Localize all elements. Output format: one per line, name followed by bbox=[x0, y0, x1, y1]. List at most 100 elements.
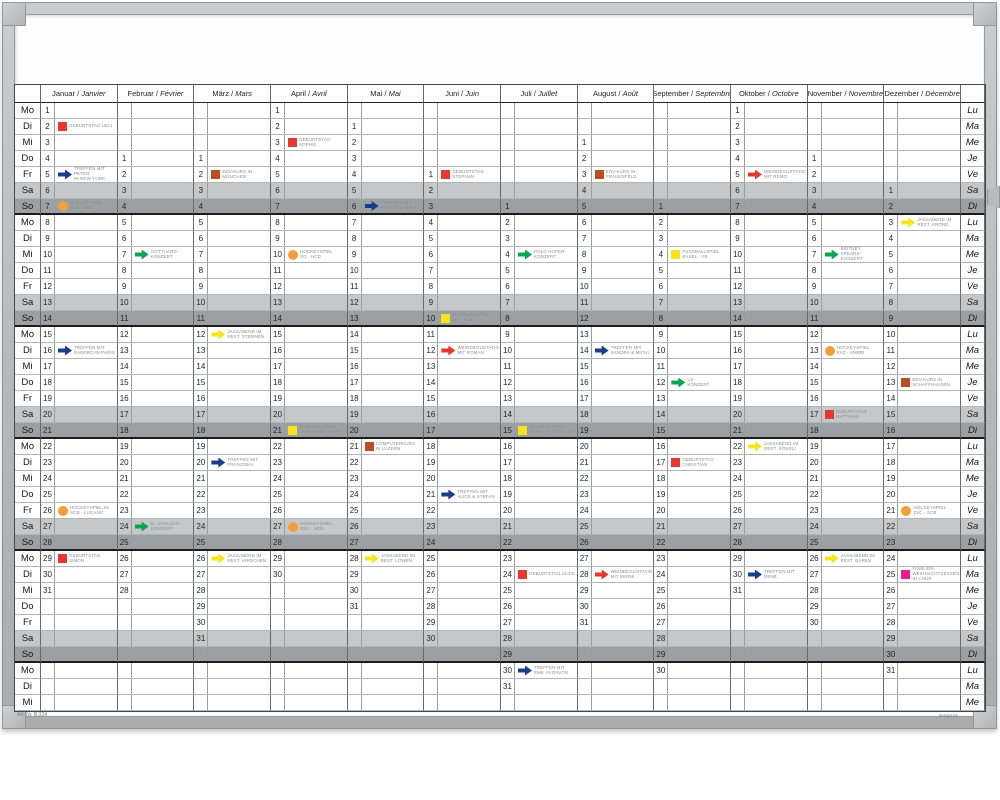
event-area: TREFFEN MIT ROGER & HEIDI bbox=[362, 199, 424, 213]
day-cell: 15 bbox=[884, 407, 961, 423]
day-cell bbox=[270, 631, 348, 647]
event-area bbox=[55, 519, 117, 534]
date-number bbox=[271, 679, 285, 694]
event-area bbox=[515, 295, 577, 310]
date-number: 5 bbox=[731, 167, 745, 182]
event-area bbox=[822, 455, 884, 470]
event-area bbox=[822, 519, 884, 534]
event-area: M. JACKSON- KONZERT bbox=[132, 519, 194, 534]
event-area bbox=[515, 487, 577, 502]
day-cell bbox=[194, 695, 271, 711]
date-number bbox=[118, 679, 132, 694]
day-cell: 7 bbox=[194, 247, 271, 263]
date-number: 18 bbox=[348, 391, 362, 406]
event-area: EDV-KURS IN FRAUENFELD bbox=[592, 167, 654, 182]
date-number: 18 bbox=[578, 407, 592, 422]
event-area bbox=[438, 359, 500, 374]
day-cell bbox=[730, 663, 808, 679]
day-cell: 26 bbox=[654, 599, 731, 615]
date-number: 3 bbox=[194, 183, 209, 198]
day-cell bbox=[194, 663, 271, 679]
event-area bbox=[55, 599, 117, 614]
day-cell: 26 bbox=[577, 535, 655, 551]
event-area bbox=[822, 327, 884, 342]
day-cell bbox=[347, 103, 425, 119]
date-number: 4 bbox=[271, 151, 285, 166]
date-number: 11 bbox=[348, 279, 362, 294]
event-area bbox=[592, 599, 654, 614]
day-cell: 11 bbox=[424, 327, 501, 343]
date-number: 15 bbox=[731, 327, 745, 342]
day-cell: 2 EDV-KURS IN MÜNCHEN bbox=[194, 167, 271, 183]
date-number bbox=[118, 103, 132, 118]
day-label-fr: Sa bbox=[960, 631, 985, 647]
date-number bbox=[501, 695, 515, 710]
day-cell: 7 bbox=[500, 295, 578, 311]
event-area: HOCKEYSPIEL ZSC - HCD bbox=[285, 519, 347, 534]
event-area bbox=[132, 535, 194, 549]
date-number: 19 bbox=[654, 487, 669, 502]
date-number: 14 bbox=[41, 311, 55, 325]
date-number: 18 bbox=[118, 423, 132, 437]
event-area bbox=[208, 247, 270, 262]
month-header: März / Mars bbox=[194, 85, 271, 103]
event-area bbox=[208, 263, 270, 278]
event-area bbox=[745, 103, 807, 118]
day-cell: 4 POLO HOFER- KONZERT bbox=[500, 247, 578, 263]
event-area bbox=[132, 551, 194, 566]
day-cell: 20 bbox=[654, 503, 731, 519]
event-area bbox=[208, 391, 270, 406]
day-cell: 1 GEBURTSTAG STEPHAN bbox=[424, 167, 501, 183]
day-cell: 28 WEINDEGUSTATION MIT BERNI bbox=[577, 567, 655, 583]
date-number: 21 bbox=[271, 423, 285, 437]
day-cell: 1 bbox=[347, 119, 425, 135]
date-number: 8 bbox=[348, 231, 362, 246]
event-area bbox=[592, 455, 654, 470]
event-area bbox=[592, 199, 654, 213]
day-cell: 26 bbox=[424, 567, 501, 583]
day-cell: 2 bbox=[730, 119, 808, 135]
date-number bbox=[654, 103, 669, 118]
day-cell: 18 bbox=[270, 375, 348, 391]
day-cell: 19 bbox=[577, 423, 655, 439]
date-number bbox=[654, 679, 669, 694]
month-header-label: Novembre bbox=[848, 89, 884, 98]
event-area bbox=[438, 375, 500, 390]
event-area: GEBURTSTAG UELI bbox=[55, 119, 117, 134]
event-area bbox=[898, 311, 960, 325]
day-cell bbox=[347, 679, 425, 695]
event-area bbox=[285, 391, 347, 406]
day-cell bbox=[424, 151, 501, 167]
date-number bbox=[808, 647, 822, 661]
date-number: 7 bbox=[731, 199, 745, 213]
date-number: 21 bbox=[348, 439, 362, 454]
event-area bbox=[55, 583, 117, 598]
day-cell: 10 bbox=[194, 295, 271, 311]
day-cell bbox=[807, 647, 885, 663]
day-label-fr: Sa bbox=[960, 519, 985, 535]
date-number: 11 bbox=[424, 327, 439, 342]
event-area bbox=[745, 647, 807, 661]
date-number: 30 bbox=[731, 567, 745, 582]
event-area bbox=[898, 695, 960, 710]
event-area bbox=[55, 183, 117, 198]
day-cell: 23 bbox=[654, 551, 731, 567]
event-area: HOCKEYSPIEL SG - HCD bbox=[285, 247, 347, 262]
event-area bbox=[515, 407, 577, 422]
frame-corner-cap bbox=[973, 2, 997, 26]
event-label: JASSABEND IM REST. KRONE bbox=[917, 217, 952, 227]
event-area bbox=[208, 439, 270, 454]
date-number bbox=[654, 135, 669, 150]
green-arrow-marker-icon bbox=[134, 521, 149, 532]
day-cell bbox=[654, 183, 731, 199]
day-label-fr: Di bbox=[960, 423, 985, 439]
month-header-label: / bbox=[153, 89, 161, 98]
date-number bbox=[424, 663, 439, 678]
event-area bbox=[822, 311, 884, 325]
day-cell: 21 bbox=[730, 423, 808, 439]
date-number: 6 bbox=[808, 231, 822, 246]
date-number: 13 bbox=[731, 295, 745, 310]
date-number: 6 bbox=[654, 279, 669, 294]
date-number: 11 bbox=[654, 359, 669, 374]
event-area bbox=[515, 103, 577, 118]
